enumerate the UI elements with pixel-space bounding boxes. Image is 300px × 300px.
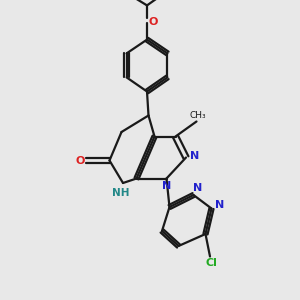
Text: N: N — [194, 183, 202, 194]
Text: N: N — [190, 151, 199, 161]
Text: N: N — [215, 200, 224, 210]
Text: NH: NH — [112, 188, 129, 198]
Text: N: N — [162, 181, 171, 191]
Text: O: O — [149, 17, 158, 27]
Text: O: O — [75, 155, 85, 166]
Text: CH₃: CH₃ — [190, 111, 206, 120]
Text: Cl: Cl — [206, 258, 218, 268]
